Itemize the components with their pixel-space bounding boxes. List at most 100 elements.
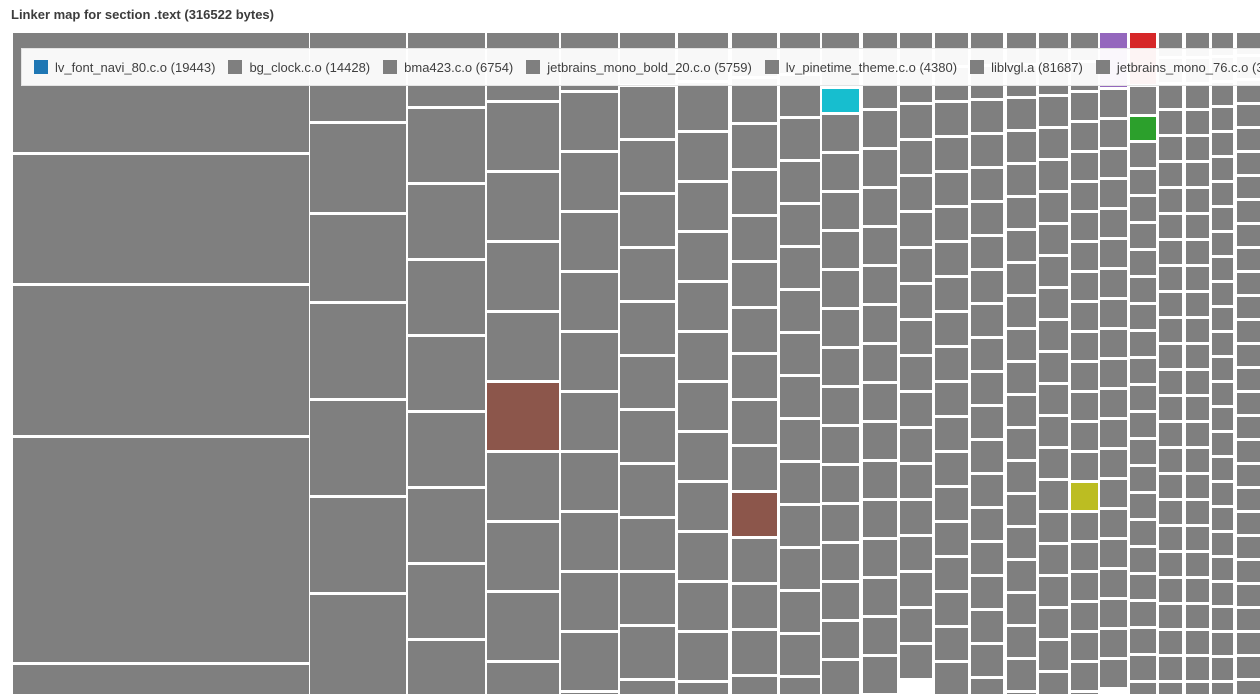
treemap-cell: [1071, 393, 1098, 420]
treemap-cell: [822, 622, 859, 658]
treemap-cell: [1159, 657, 1182, 680]
treemap-cell: [1130, 170, 1156, 194]
treemap-cell: [1237, 633, 1260, 654]
treemap-cell: [408, 565, 485, 638]
treemap-cell: [561, 93, 618, 150]
legend-label: lv_font_navi_80.c.o (19443): [55, 59, 216, 75]
treemap-cell: [1039, 385, 1068, 414]
treemap-cell: [1186, 683, 1209, 694]
treemap-cell: [780, 592, 820, 632]
treemap-cell: [822, 310, 859, 346]
treemap-cell: [732, 309, 777, 352]
legend-item: lv_font_navi_80.c.o (19443): [34, 60, 215, 75]
treemap-cell: [1007, 561, 1036, 591]
treemap-cell: [408, 413, 485, 486]
treemap-cell: [487, 453, 559, 520]
treemap-cell: [13, 155, 309, 283]
treemap-cell: [1100, 450, 1127, 477]
treemap-cell: [900, 213, 932, 246]
treemap-cell: [408, 337, 485, 410]
treemap-cell: [1212, 183, 1233, 205]
treemap-cell: [561, 573, 618, 630]
treemap-cell: [487, 313, 559, 380]
treemap-cell: [863, 228, 897, 264]
treemap-cell: [971, 135, 1003, 166]
treemap-cell: [678, 83, 728, 130]
treemap-cell: [1007, 231, 1036, 261]
treemap-cell: [1237, 585, 1260, 606]
treemap-cell: [678, 683, 728, 694]
treemap-cell: [935, 348, 968, 380]
treemap-cell: [678, 483, 728, 530]
treemap-cell: [620, 303, 675, 354]
treemap-cell: [900, 573, 932, 606]
treemap-cell: [620, 249, 675, 300]
treemap-cell: [780, 205, 820, 245]
treemap-cell: [822, 466, 859, 502]
treemap-cell: [780, 635, 820, 675]
treemap-cell: [1071, 423, 1098, 450]
treemap-cell: [1100, 540, 1127, 567]
treemap-cell: [1039, 289, 1068, 318]
treemap-cell: [1159, 345, 1182, 368]
treemap-cell: [1186, 579, 1209, 602]
treemap-cell: [1007, 297, 1036, 327]
treemap-cell: [1130, 87, 1156, 114]
treemap-cell: [487, 173, 559, 240]
treemap-cell: [1130, 305, 1156, 329]
treemap-cell: [1039, 641, 1068, 670]
treemap-cell: [900, 249, 932, 282]
treemap-cell: [1159, 449, 1182, 472]
treemap-cell: [1100, 210, 1127, 237]
treemap-cell: [1130, 278, 1156, 302]
treemap-cell: [1237, 681, 1260, 694]
treemap-cell: [1212, 508, 1233, 530]
treemap-cell: [620, 357, 675, 408]
treemap-cell: [1039, 193, 1068, 222]
treemap-cell: [1186, 111, 1209, 134]
treemap-cell: [1100, 270, 1127, 297]
treemap-cell: [1130, 575, 1156, 599]
treemap-cell: [678, 183, 728, 230]
treemap-cell: [863, 657, 897, 693]
treemap-cell: [620, 195, 675, 246]
treemap-cell: [1159, 241, 1182, 264]
treemap-cell: [1071, 303, 1098, 330]
treemap-cell: [561, 153, 618, 210]
treemap-cell: [13, 438, 309, 662]
treemap-cell: [971, 577, 1003, 608]
treemap-cell: [1071, 363, 1098, 390]
treemap-cell: [1071, 273, 1098, 300]
treemap-cell: [935, 488, 968, 520]
treemap-cell: [971, 237, 1003, 268]
treemap-cell: [408, 641, 485, 694]
legend-item: bma423.c.o (6754): [383, 60, 513, 75]
treemap-cell: [971, 373, 1003, 404]
treemap-cell: [408, 185, 485, 258]
treemap-cell: [1186, 319, 1209, 342]
treemap-cell: [863, 462, 897, 498]
treemap-cell: [935, 418, 968, 450]
treemap-cell: [1237, 129, 1260, 150]
treemap-cell: [1071, 243, 1098, 270]
treemap-cell: [1186, 527, 1209, 550]
legend: lv_font_navi_80.c.o (19443) bg_clock.c.o …: [21, 48, 1260, 86]
treemap-cell: [822, 427, 859, 463]
treemap-cell: [971, 271, 1003, 302]
treemap-cell: [1159, 683, 1182, 694]
treemap-cell: [1237, 513, 1260, 534]
treemap-cell: [971, 611, 1003, 642]
treemap-cell: [935, 628, 968, 660]
treemap-cell: [1212, 358, 1233, 380]
treemap-cell: [1039, 449, 1068, 478]
treemap-cell: [780, 420, 820, 460]
treemap-cell: [863, 384, 897, 420]
treemap-cell: [1237, 465, 1260, 486]
treemap-cell: [732, 217, 777, 260]
treemap-cell: [1007, 363, 1036, 393]
treemap-cell: [822, 661, 859, 694]
treemap-cell: [1130, 494, 1156, 518]
treemap-cell: [1071, 513, 1098, 540]
treemap-cell: [1100, 510, 1127, 537]
treemap-cell: [1130, 656, 1156, 680]
